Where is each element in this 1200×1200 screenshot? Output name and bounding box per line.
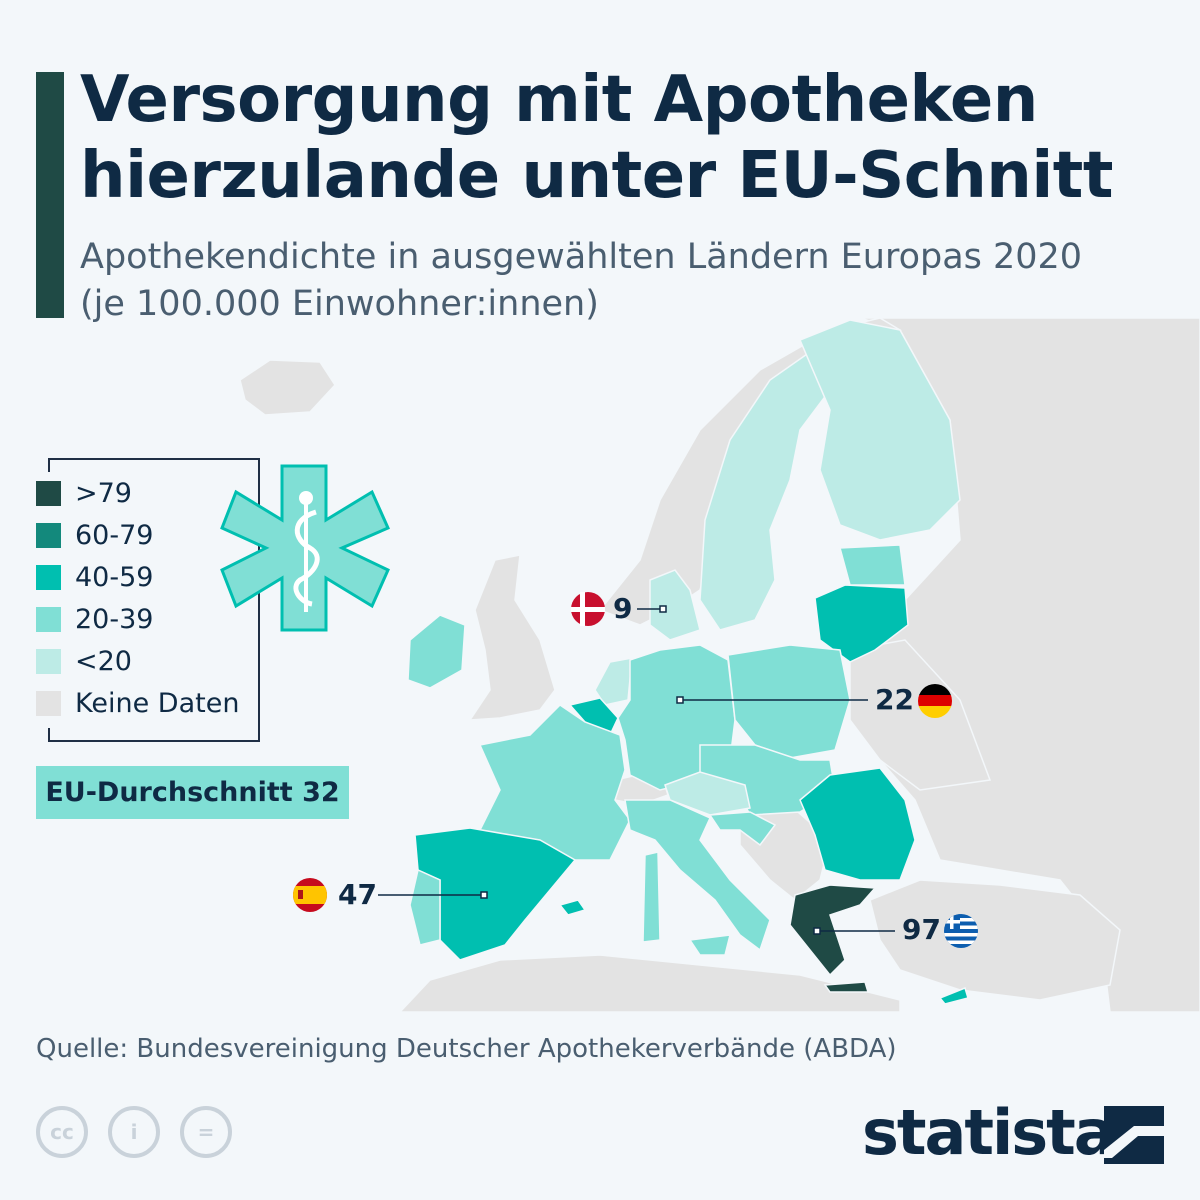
sardinia-corsica [642, 851, 661, 943]
estonia [839, 544, 906, 586]
iceland [239, 359, 336, 416]
spain-flag-icon [293, 878, 327, 912]
legend-item: >79 [36, 477, 138, 509]
poland [727, 644, 851, 759]
subtitle-line-1: Apothekendichte in ausgewählten Ländern … [80, 237, 1083, 277]
greece [789, 884, 877, 977]
spain-value: 47 [338, 878, 377, 911]
legend-swatch [36, 480, 61, 506]
cc-label: cc [50, 1120, 74, 1144]
title-accent-bar [36, 72, 64, 318]
source-text: Quelle: Bundesvereinigung Deutscher Apot… [36, 1034, 897, 1064]
spain-marker [480, 891, 488, 899]
title-line-1: Versorgung mit Apotheken [80, 63, 1038, 137]
belgium [568, 697, 619, 737]
italy [624, 799, 771, 952]
denmark-value: 9 [613, 592, 633, 625]
denmark-flag-icon [571, 592, 605, 626]
germany-marker [676, 696, 684, 704]
no-derivatives-label: = [197, 1120, 215, 1144]
europe-map [239, 318, 1200, 1012]
legend-swatch [36, 648, 61, 674]
legend-swatch [36, 690, 61, 716]
star-of-life-icon [220, 464, 390, 632]
attribution-label: i [130, 1120, 138, 1144]
cyprus [938, 986, 969, 1005]
legend-swatch [36, 522, 61, 548]
balearic-islands [558, 899, 587, 916]
legend: >79 60-79 40-59 20-39 <20 Keine Daten [36, 458, 260, 742]
legend-label: 60-79 [75, 519, 154, 551]
legend-item: 40-59 [36, 561, 160, 593]
belarus-ukraine [849, 639, 992, 791]
slovenia-croatia [708, 811, 777, 847]
sweden [699, 343, 831, 631]
legend-swatch [36, 606, 61, 632]
portugal [409, 868, 441, 946]
sicily [688, 934, 731, 956]
legend-label: 20-39 [75, 603, 154, 635]
united-kingdom [468, 554, 556, 721]
ireland [407, 614, 466, 689]
legend-label: 40-59 [75, 561, 154, 593]
legend-label: Keine Daten [75, 687, 240, 719]
greece-flag-icon [944, 914, 978, 948]
romania-bulgaria [799, 767, 916, 881]
page-title: Versorgung mit Apotheken hierzulande unt… [80, 62, 1113, 214]
legend-label: >79 [75, 477, 132, 509]
north-africa [398, 954, 901, 1012]
title-line-2: hierzulande unter EU-Schnitt [80, 139, 1113, 213]
greece-value: 97 [902, 913, 941, 946]
legend-item: 20-39 [36, 603, 160, 635]
creative-commons-icon[interactable]: cc [36, 1106, 88, 1158]
subtitle: Apothekendichte in ausgewählten Ländern … [80, 234, 1082, 328]
statista-logo[interactable]: statista [862, 1096, 1116, 1169]
germany-value: 22 [875, 683, 914, 716]
no-derivatives-icon[interactable]: = [180, 1106, 232, 1158]
crete [823, 981, 870, 993]
turkey [869, 879, 1121, 1001]
denmark-marker [659, 605, 667, 613]
greece-marker [813, 927, 821, 935]
eu-average-badge: EU-Durchschnitt 32 [36, 766, 349, 819]
legend-item: 60-79 [36, 519, 160, 551]
baltics [814, 584, 909, 663]
statista-logo-mark-icon [1104, 1106, 1164, 1164]
germany-flag-icon [918, 684, 952, 718]
denmark [649, 569, 701, 641]
legend-item: <20 [36, 645, 138, 677]
legend-swatch [36, 564, 61, 590]
legend-label: <20 [75, 645, 132, 677]
finland [799, 319, 961, 541]
attribution-icon[interactable]: i [108, 1106, 160, 1158]
subtitle-line-2: (je 100.000 Einwohner:innen) [80, 284, 599, 324]
legend-item: Keine Daten [36, 687, 246, 719]
legend-frame [48, 458, 260, 742]
